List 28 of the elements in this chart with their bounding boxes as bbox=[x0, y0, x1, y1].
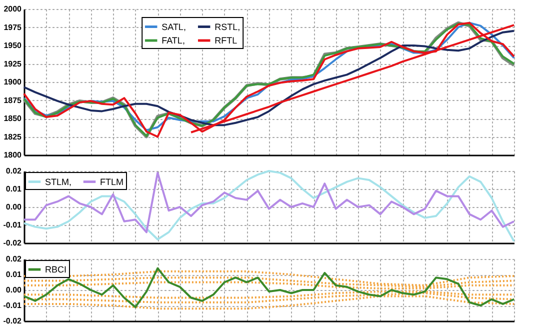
y-tick-label: 0.02 bbox=[6, 254, 22, 264]
y-tick-label: 1875 bbox=[4, 96, 22, 105]
y-tick-label: 1825 bbox=[4, 132, 22, 142]
y-tick-label: 0.01 bbox=[6, 184, 22, 194]
y-tick-label: 0.01 bbox=[6, 270, 22, 279]
legend-label: FTLM bbox=[100, 176, 124, 187]
y-tick-label: -0.01 bbox=[3, 220, 22, 230]
y-tick-label: -0.02 bbox=[3, 316, 22, 326]
legend-label: STLM, bbox=[45, 176, 72, 187]
y-tick-label: 0.02 bbox=[6, 166, 22, 176]
y-tick-label: 1900 bbox=[4, 78, 22, 86]
legend-label: RFTL bbox=[214, 36, 238, 46]
y-tick-label: 1925 bbox=[4, 59, 22, 68]
legend-label: RBCI bbox=[45, 264, 67, 274]
y-tick-label: 2000 bbox=[4, 4, 22, 14]
y-tick-label: 0.00 bbox=[6, 286, 22, 294]
y-tick-label: 1950 bbox=[4, 41, 22, 50]
y-tick-label: 1800 bbox=[4, 150, 22, 160]
y-tick-label: 0.00 bbox=[6, 202, 22, 212]
y-tick-label: -0.02 bbox=[3, 238, 22, 248]
y-tick-label: 1975 bbox=[4, 22, 22, 32]
y-tick-label: 1850 bbox=[4, 114, 22, 123]
legend-label: SATL, bbox=[162, 22, 186, 32]
y-tick-label: -0.01 bbox=[3, 301, 22, 310]
line-series bbox=[23, 267, 515, 308]
legend-label: RSTL, bbox=[214, 22, 240, 32]
legend-label: FATL, bbox=[162, 36, 185, 46]
line-series bbox=[23, 295, 515, 310]
